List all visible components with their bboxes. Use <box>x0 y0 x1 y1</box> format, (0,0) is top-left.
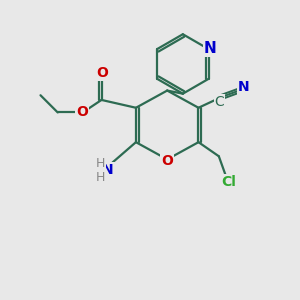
Text: Cl: Cl <box>221 175 236 189</box>
Text: C: C <box>214 95 224 110</box>
Text: O: O <box>76 105 88 119</box>
Text: O: O <box>96 66 108 80</box>
Text: N: N <box>238 80 249 94</box>
Text: H: H <box>96 157 105 170</box>
Text: O: O <box>161 154 173 168</box>
Text: N: N <box>204 41 217 56</box>
Text: N: N <box>102 163 114 177</box>
Text: H: H <box>96 171 105 184</box>
